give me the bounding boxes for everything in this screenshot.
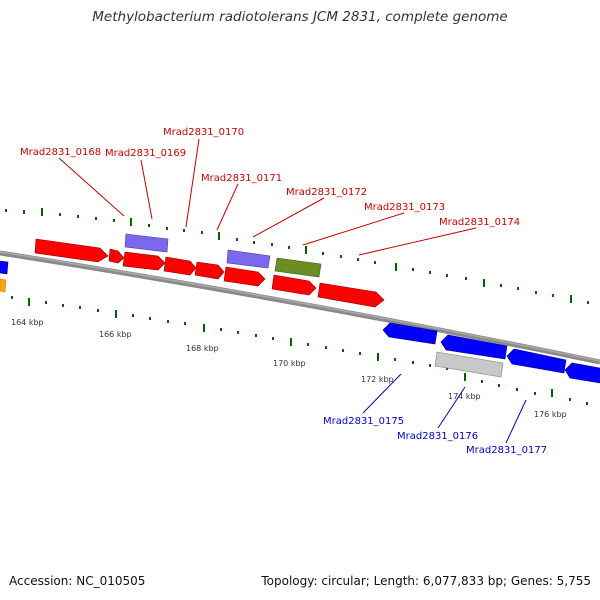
gene-label-0177[interactable]: Mrad2831_0177 (466, 445, 547, 456)
scale-label-168: 168 kbp (186, 344, 219, 353)
gene-feature[interactable] (317, 282, 385, 308)
gene-feature[interactable] (122, 251, 166, 271)
genome-summary-text: Topology: circular; Length: 6,077,833 bp… (261, 574, 591, 588)
gene-label-0169[interactable]: Mrad2831_0169 (105, 148, 186, 159)
gene-feature[interactable] (440, 334, 508, 360)
scale-label-176: 176 kbp (534, 410, 567, 419)
gene-feature[interactable] (34, 238, 109, 263)
gene-label-0170[interactable]: Mrad2831_0170 (163, 127, 244, 138)
gene-feature[interactable] (223, 266, 266, 287)
gene-label-0172[interactable]: Mrad2831_0172 (286, 187, 367, 198)
gene-feature[interactable] (108, 248, 125, 264)
scale-label-170: 170 kbp (273, 359, 306, 368)
gene-feature[interactable] (434, 351, 504, 378)
inner-tick-row (11, 296, 588, 405)
gene-feature[interactable] (226, 249, 271, 269)
gene-feature[interactable] (382, 322, 438, 345)
gene-feature[interactable] (163, 256, 197, 276)
gene-label-0173[interactable]: Mrad2831_0173 (364, 202, 445, 213)
gene-feature[interactable] (506, 348, 567, 374)
map-title: Methylobacterium radiotolerans JCM 2831,… (92, 9, 508, 25)
gene-feature[interactable] (0, 278, 7, 293)
genome-backbone (0, 250, 600, 365)
gene-label-0174[interactable]: Mrad2831_0174 (439, 217, 520, 228)
gene-label-0176[interactable]: Mrad2831_0176 (397, 431, 478, 442)
gene-feature[interactable] (274, 257, 322, 278)
scale-label-174: 174 kbp (448, 392, 481, 401)
gene-feature[interactable] (124, 233, 169, 253)
gene-feature[interactable] (271, 274, 317, 296)
gene-label-0175[interactable]: Mrad2831_0175 (323, 416, 404, 427)
gene-feature[interactable] (564, 362, 600, 384)
gene-feature[interactable] (0, 260, 9, 275)
outer-tick-row (5, 208, 589, 304)
gene-label-0168[interactable]: Mrad2831_0168 (20, 147, 101, 158)
scale-label-172: 172 kbp (361, 375, 394, 384)
accession-text: Accession: NC_010505 (9, 574, 146, 588)
scale-label-166: 166 kbp (99, 330, 132, 339)
gene-feature[interactable] (194, 261, 225, 280)
scale-label-164: 164 kbp (11, 318, 44, 327)
gene-label-0171[interactable]: Mrad2831_0171 (201, 173, 282, 184)
